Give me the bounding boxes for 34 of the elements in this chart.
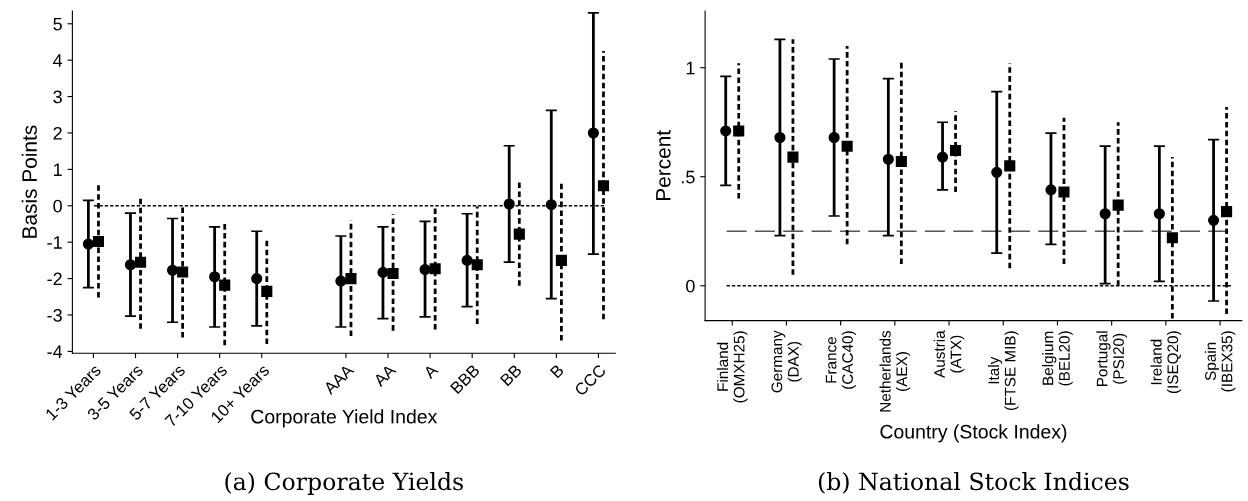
x-tick-label: AA — [372, 363, 397, 388]
x-tick-label: Netherlands (AEX) — [879, 330, 911, 412]
y-tick-label: -4 — [47, 345, 63, 358]
y-tick-label: 5 — [53, 17, 62, 31]
y-tick-label: 0 — [53, 199, 62, 213]
y-tick-label: 1 — [54, 163, 62, 176]
x-tick-label: BB — [499, 363, 523, 387]
y-tick-label: 1 — [686, 61, 695, 75]
x-tick-label: AAA — [322, 363, 355, 396]
x-tick-label: A — [422, 363, 439, 380]
x-tick-label: Germany (DAX) — [771, 330, 802, 393]
y-tick-label: -1 — [47, 236, 62, 249]
y-axis-title: Basis Points — [21, 125, 37, 238]
x-tick-label: B — [549, 363, 565, 379]
text: (b) National Stock Indices — [818, 472, 1129, 494]
y-tick-label: .5 — [681, 170, 695, 184]
x-tick-label: Spain (IBEX35) — [1204, 331, 1236, 392]
x-tick-label: Ireland (ISEQ20) — [1150, 331, 1182, 394]
x-tick-label: Austria (ATX) — [933, 330, 965, 378]
x-axis-title: Country (Stock Index) — [880, 424, 1067, 443]
x-tick-label: Italy (FTSE MIB) — [987, 331, 1019, 411]
x-tick-label: France (CAC40) — [825, 331, 856, 389]
y-tick-label: 0 — [686, 279, 695, 293]
y-tick-label: 3 — [53, 90, 62, 104]
text: (a) Corporate Yields — [225, 472, 463, 495]
y-axis-title: Percent — [656, 130, 671, 201]
y-tick-label: 4 — [53, 54, 63, 67]
x-tick-label: Portugal (PSI20) — [1096, 331, 1128, 387]
x-axis-title: Corporate Yield Index — [251, 409, 438, 428]
y-tick-label: -2 — [47, 272, 62, 286]
y-tick-label: -3 — [47, 308, 62, 322]
y-tick-label: 2 — [53, 126, 62, 140]
x-tick-label: Finland (OMXH25) — [716, 331, 748, 403]
x-tick-label: Belgium (BEL20) — [1042, 331, 1073, 386]
